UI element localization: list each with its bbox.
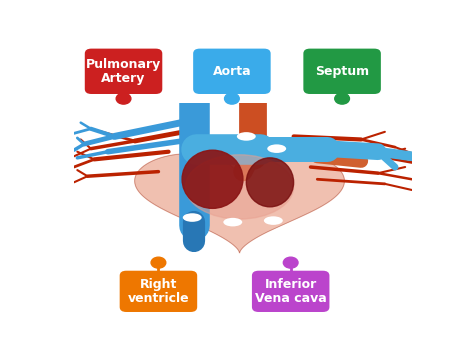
- FancyBboxPatch shape: [252, 271, 329, 312]
- FancyBboxPatch shape: [85, 49, 162, 94]
- Text: Pulmonary
Artery: Pulmonary Artery: [86, 58, 161, 85]
- Circle shape: [335, 93, 349, 104]
- FancyBboxPatch shape: [193, 49, 271, 94]
- Circle shape: [151, 257, 166, 268]
- FancyBboxPatch shape: [119, 271, 197, 312]
- Text: Inferior
Vena cava: Inferior Vena cava: [255, 278, 327, 305]
- Circle shape: [225, 93, 239, 104]
- Text: Septum: Septum: [315, 65, 369, 78]
- Circle shape: [116, 93, 131, 104]
- Text: Right
ventricle: Right ventricle: [128, 278, 189, 305]
- FancyBboxPatch shape: [303, 49, 381, 94]
- Circle shape: [283, 257, 298, 268]
- Text: Aorta: Aorta: [213, 65, 251, 78]
